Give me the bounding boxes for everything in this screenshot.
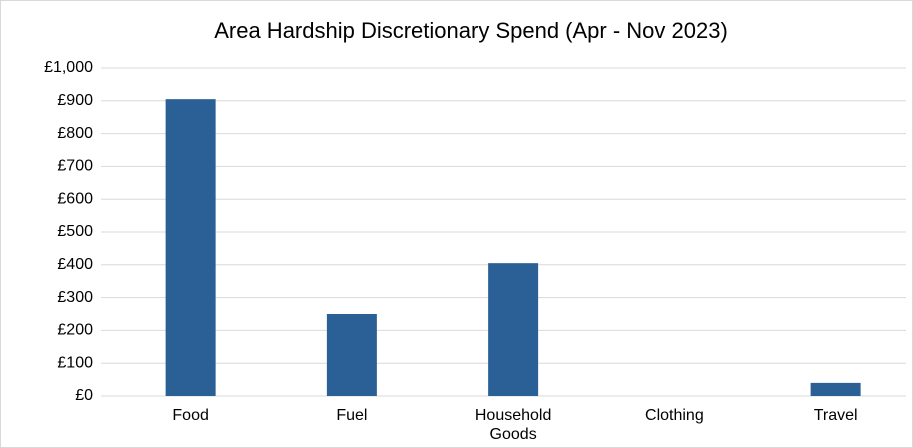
x-tick-label: Clothing — [645, 407, 704, 424]
x-tick-label: Household Goods — [474, 407, 552, 443]
y-tick-label: £100 — [57, 354, 93, 371]
x-tick-label: Travel — [813, 407, 858, 424]
y-tick-label: £800 — [57, 125, 93, 142]
y-tick-label: £300 — [57, 289, 93, 306]
y-tick-label: £400 — [57, 256, 93, 273]
y-tick-label: £0 — [75, 387, 93, 404]
bar — [810, 382, 861, 396]
y-tick-label: £600 — [57, 190, 93, 207]
x-tick-label: Food — [172, 407, 209, 424]
chart-title: Area Hardship Discretionary Spend (Apr -… — [214, 18, 728, 43]
bar — [165, 99, 216, 396]
bar — [326, 314, 377, 396]
y-tick-label: £1,000 — [44, 59, 93, 76]
y-tick-label: £500 — [57, 223, 93, 240]
bar — [488, 263, 539, 396]
y-tick-label: £200 — [57, 322, 93, 339]
y-tick-label: £900 — [57, 92, 93, 109]
x-tick-label: Fuel — [336, 407, 368, 424]
y-tick-label: £700 — [57, 158, 93, 175]
